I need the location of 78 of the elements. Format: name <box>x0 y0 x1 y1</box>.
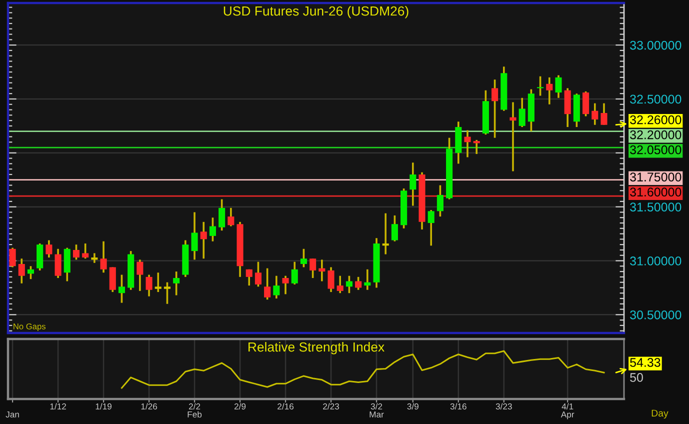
x-tick-label: 2/2 Feb <box>188 403 202 418</box>
text: 54.33 <box>630 358 660 367</box>
candlestick <box>436 184 444 218</box>
candlestick <box>336 274 344 294</box>
candlestick <box>72 244 80 261</box>
candlestick <box>355 276 362 291</box>
candlestick <box>600 102 608 126</box>
x-tick-label: 3/2 Mar <box>370 403 384 418</box>
candlestick <box>555 74 562 99</box>
candlestick <box>173 270 180 296</box>
candlestick <box>54 248 62 279</box>
x-tick-label: 4/1 Apr <box>560 403 574 420</box>
candlestick <box>264 267 271 300</box>
candlestick <box>218 198 226 232</box>
y-tick-label: 32.50000 <box>630 94 682 104</box>
y-tick-label: 31.00000 <box>630 256 682 266</box>
x-tick-label: 3/9 <box>407 403 418 410</box>
candlestick <box>18 258 25 284</box>
x-tick-label: 1/19 <box>96 403 112 410</box>
text: 32.26000 <box>630 115 682 124</box>
x-tick-label: 3/16 <box>450 403 466 410</box>
ref-line-label: 32.05000 <box>630 145 682 154</box>
x-tick-label: 2/23 <box>323 403 340 410</box>
candlestick <box>282 274 289 296</box>
candlestick <box>118 274 126 304</box>
candlestick <box>228 206 234 228</box>
candlestick <box>109 266 116 293</box>
x-tick-label: 2/16 <box>278 403 294 410</box>
candlestick <box>510 101 516 172</box>
chart-title: Relative Strength Index <box>248 342 384 354</box>
candlestick <box>582 90 590 118</box>
candlestick <box>518 96 526 128</box>
y-tick-label: 31.50000 <box>630 202 682 212</box>
ref-line-label: 31.60000 <box>630 188 682 196</box>
candlestick <box>64 246 70 282</box>
x-tick-label: Jan <box>6 412 19 418</box>
candlestick <box>46 239 52 258</box>
candlestick <box>291 260 298 286</box>
candlestick <box>310 258 316 279</box>
candlestick <box>136 258 144 292</box>
y-tick-label: 33.00000 <box>630 40 682 50</box>
candlestick <box>200 221 207 260</box>
candlestick <box>328 266 334 293</box>
candlestick <box>300 248 307 268</box>
chart-title: USD Futures Jun-26 (USDM26) <box>224 6 408 18</box>
candlestick <box>36 242 44 272</box>
candlestick <box>209 216 216 242</box>
candlestick <box>246 268 252 286</box>
candlestick <box>100 240 107 274</box>
candlestick <box>273 274 280 300</box>
candlestick <box>27 265 34 280</box>
candlestick <box>492 78 498 139</box>
candlestick <box>564 87 571 128</box>
ref-line-label: 31.75000 <box>630 172 682 182</box>
candlestick <box>592 102 598 126</box>
candlestick <box>428 209 434 247</box>
candlestick <box>364 268 371 291</box>
ref-line-label: 32.20000 <box>630 130 682 140</box>
candlestick <box>464 129 471 158</box>
x-tick-label: 1/26 <box>141 403 158 410</box>
y-tick-label: 30.50000 <box>630 310 682 320</box>
candlestick <box>346 274 352 294</box>
candlestick <box>546 76 553 106</box>
x-tick-label: 3/23 <box>496 403 512 410</box>
candlestick <box>391 214 398 242</box>
text: 50 <box>630 373 643 382</box>
candlestick <box>537 75 544 97</box>
annotation: No Gaps <box>14 323 46 332</box>
candlestick <box>82 242 89 260</box>
candlestick <box>146 274 152 298</box>
candlestick <box>473 139 480 155</box>
text: Day <box>652 410 668 419</box>
candlestick <box>254 260 262 288</box>
candlestick <box>318 258 326 282</box>
x-tick-label: 2/9 <box>234 403 246 410</box>
candlestick <box>410 162 416 207</box>
x-tick-label: 1/12 <box>50 403 66 410</box>
candlestick <box>191 211 198 261</box>
